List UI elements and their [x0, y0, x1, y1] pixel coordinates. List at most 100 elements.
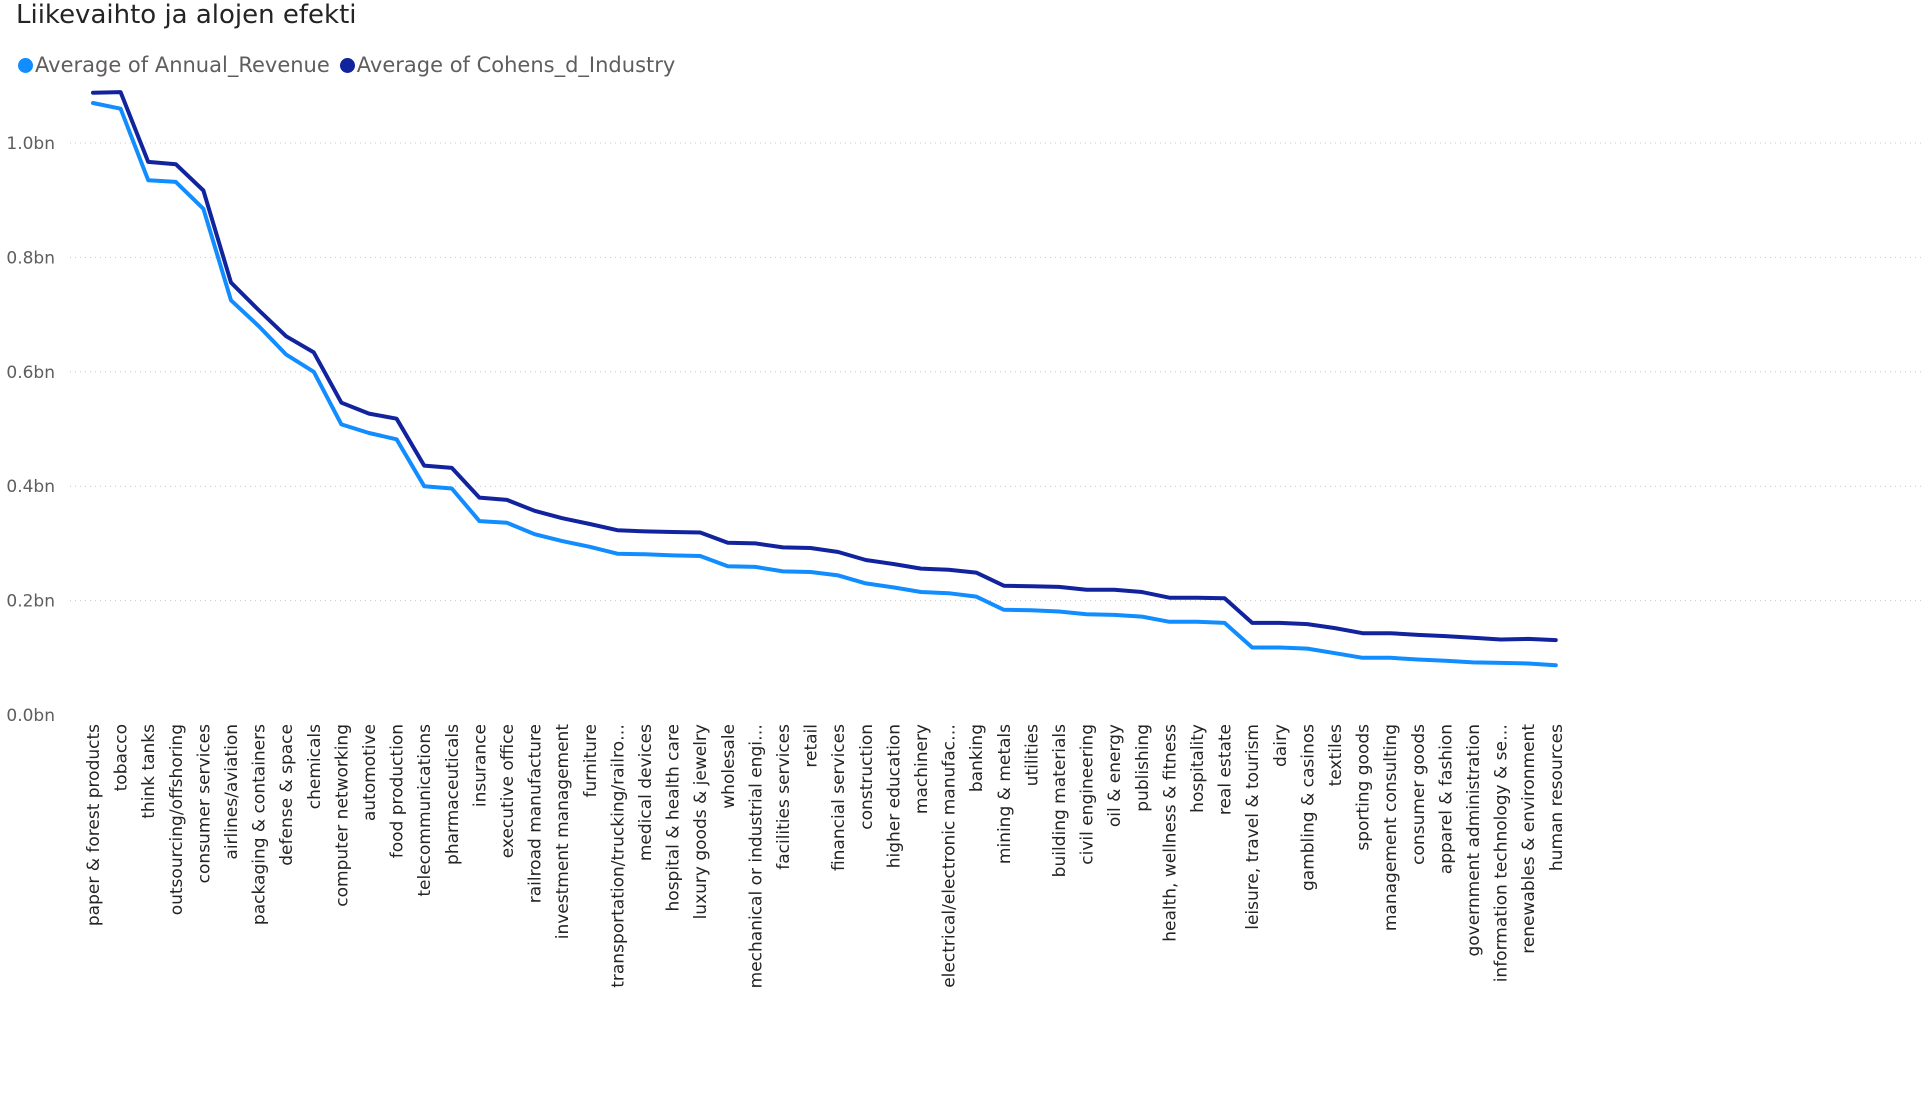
- data-point[interactable]: [1277, 645, 1283, 651]
- data-point[interactable]: [1304, 646, 1310, 652]
- data-point[interactable]: [1084, 587, 1090, 593]
- data-point[interactable]: [1277, 620, 1283, 626]
- data-point[interactable]: [918, 566, 924, 572]
- data-point[interactable]: [614, 527, 620, 533]
- data-point[interactable]: [1525, 636, 1531, 642]
- data-point[interactable]: [1166, 595, 1172, 601]
- data-point[interactable]: [283, 333, 289, 339]
- data-point[interactable]: [1111, 612, 1117, 618]
- data-point[interactable]: [1001, 607, 1007, 613]
- data-point[interactable]: [256, 307, 262, 313]
- data-point[interactable]: [780, 568, 786, 574]
- data-point[interactable]: [918, 589, 924, 595]
- data-point[interactable]: [1166, 619, 1172, 625]
- data-point[interactable]: [1194, 619, 1200, 625]
- data-point[interactable]: [973, 594, 979, 600]
- data-point[interactable]: [587, 521, 593, 527]
- data-point[interactable]: [256, 323, 262, 329]
- data-point[interactable]: [1498, 636, 1504, 642]
- data-point[interactable]: [697, 530, 703, 536]
- data-point[interactable]: [808, 545, 814, 551]
- data-point[interactable]: [808, 569, 814, 575]
- data-point[interactable]: [1360, 630, 1366, 636]
- data-point[interactable]: [421, 483, 427, 489]
- data-point[interactable]: [200, 206, 206, 212]
- data-point[interactable]: [1415, 632, 1421, 638]
- data-point[interactable]: [366, 430, 372, 436]
- data-point[interactable]: [1056, 608, 1062, 614]
- data-point[interactable]: [1056, 584, 1062, 590]
- data-point[interactable]: [1139, 614, 1145, 620]
- data-point[interactable]: [449, 465, 455, 471]
- data-point[interactable]: [559, 538, 565, 544]
- data-point[interactable]: [200, 187, 206, 193]
- data-point[interactable]: [890, 561, 896, 567]
- data-point[interactable]: [421, 463, 427, 469]
- data-point[interactable]: [1553, 662, 1559, 668]
- legend-item-cohens-d[interactable]: Average of Cohens_d_Industry: [339, 53, 675, 77]
- data-point[interactable]: [559, 515, 565, 521]
- data-point[interactable]: [145, 177, 151, 183]
- data-point[interactable]: [311, 369, 317, 375]
- data-point[interactable]: [1084, 611, 1090, 617]
- data-point[interactable]: [642, 551, 648, 557]
- data-point[interactable]: [1249, 620, 1255, 626]
- data-point[interactable]: [1553, 637, 1559, 643]
- data-point[interactable]: [863, 580, 869, 586]
- data-point[interactable]: [1028, 583, 1034, 589]
- data-point[interactable]: [1332, 650, 1338, 656]
- data-point[interactable]: [532, 508, 538, 514]
- data-point[interactable]: [1387, 630, 1393, 636]
- data-point[interactable]: [835, 549, 841, 555]
- data-point[interactable]: [90, 100, 96, 106]
- data-point[interactable]: [835, 572, 841, 578]
- data-point[interactable]: [946, 590, 952, 596]
- data-point[interactable]: [1442, 658, 1448, 664]
- data-point[interactable]: [670, 529, 676, 535]
- data-point[interactable]: [752, 564, 758, 570]
- data-point[interactable]: [1028, 607, 1034, 613]
- data-point[interactable]: [973, 570, 979, 576]
- data-point[interactable]: [642, 528, 648, 534]
- data-point[interactable]: [1139, 589, 1145, 595]
- legend-item-annual-revenue[interactable]: Average of Annual_Revenue: [18, 53, 330, 77]
- data-point[interactable]: [1001, 583, 1007, 589]
- data-point[interactable]: [173, 179, 179, 185]
- data-point[interactable]: [504, 520, 510, 526]
- data-point[interactable]: [338, 421, 344, 427]
- data-point[interactable]: [1442, 633, 1448, 639]
- data-point[interactable]: [118, 106, 124, 112]
- series-line-cohens-d[interactable]: [91, 90, 1558, 643]
- data-point[interactable]: [587, 544, 593, 550]
- data-point[interactable]: [780, 544, 786, 550]
- data-point[interactable]: [863, 557, 869, 563]
- data-point[interactable]: [1360, 655, 1366, 661]
- data-point[interactable]: [394, 436, 400, 442]
- data-point[interactable]: [228, 280, 234, 286]
- data-point[interactable]: [1222, 620, 1228, 626]
- data-point[interactable]: [1222, 595, 1228, 601]
- data-point[interactable]: [1304, 621, 1310, 627]
- data-point[interactable]: [725, 563, 731, 569]
- data-point[interactable]: [725, 540, 731, 546]
- data-point[interactable]: [532, 531, 538, 537]
- data-point[interactable]: [1249, 645, 1255, 651]
- data-point[interactable]: [145, 159, 151, 165]
- data-point[interactable]: [449, 485, 455, 491]
- data-point[interactable]: [283, 352, 289, 358]
- data-point[interactable]: [946, 567, 952, 573]
- data-point[interactable]: [1111, 587, 1117, 593]
- data-point[interactable]: [614, 551, 620, 557]
- data-point[interactable]: [1525, 661, 1531, 667]
- data-point[interactable]: [1415, 657, 1421, 663]
- data-point[interactable]: [90, 90, 96, 96]
- data-point[interactable]: [118, 89, 124, 95]
- data-point[interactable]: [476, 495, 482, 501]
- data-point[interactable]: [1332, 625, 1338, 631]
- data-point[interactable]: [366, 411, 372, 417]
- data-point[interactable]: [1387, 655, 1393, 661]
- data-point[interactable]: [311, 349, 317, 355]
- data-point[interactable]: [1470, 635, 1476, 641]
- data-point[interactable]: [1470, 659, 1476, 665]
- data-point[interactable]: [670, 552, 676, 558]
